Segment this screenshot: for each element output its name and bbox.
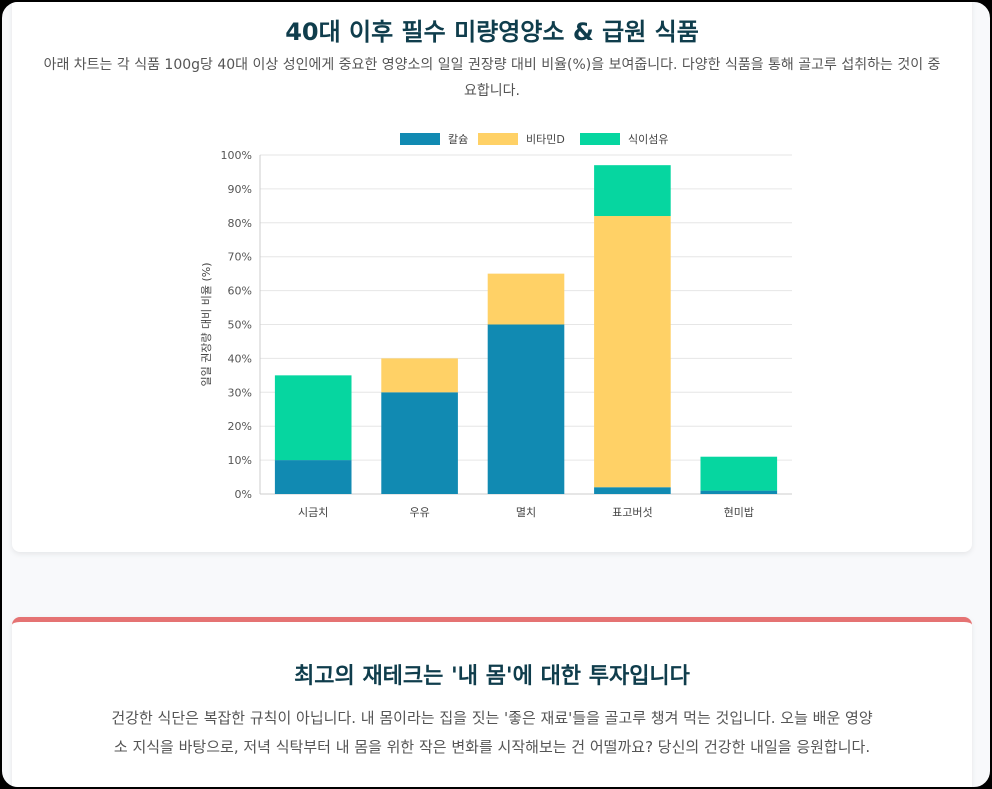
- y-tick-label: 50%: [228, 319, 252, 332]
- bar-비타민D: [487, 273, 565, 325]
- y-tick-label: 0%: [235, 488, 252, 501]
- section-description: 아래 차트는 각 식품 100g당 40대 이상 성인에게 중요한 영양소의 일…: [43, 57, 941, 99]
- bar-비타민D: [381, 358, 458, 393]
- bar-칼슘: [700, 490, 778, 494]
- legend-swatch: [580, 133, 620, 145]
- closing-card: 최고의 재테크는 '내 몸'에 대한 투자입니다 건강한 식단은 복잡한 규칙이…: [12, 617, 972, 787]
- y-tick-label: 70%: [228, 251, 252, 264]
- legend-swatch: [400, 133, 440, 145]
- y-tick-label: 80%: [228, 217, 252, 230]
- bar-식이섬유: [700, 456, 778, 491]
- stacked-bar-chart: 0% 10% 20% 30% 40% 50% 60% 70% 80% 90% 100% 일일 권장량 …: [199, 133, 792, 519]
- closing-description: 건강한 식단은 복잡한 규칙이 아닙니다. 내 몸이라는 집을 짓는 '좋은 재…: [111, 709, 873, 756]
- x-tick-label: 멸치: [516, 506, 536, 519]
- y-axis-label: 일일 권장량 대비 비율 (%): [199, 262, 213, 386]
- y-tick-label: 90%: [228, 183, 252, 196]
- y-tick-label: 20%: [228, 420, 252, 433]
- y-tick-label: 40%: [228, 352, 252, 365]
- x-tick-label: 시금치: [298, 506, 328, 519]
- bar-식이섬유: [274, 375, 352, 461]
- bar-칼슘: [274, 460, 352, 494]
- y-tick-label: 100%: [221, 149, 252, 162]
- bar-칼슘: [487, 324, 565, 494]
- legend-label: 식이섬유: [628, 133, 668, 146]
- bar-식이섬유: [594, 165, 671, 217]
- bar-비타민D: [594, 216, 671, 488]
- y-tick-label: 60%: [228, 285, 252, 298]
- x-tick-label: 현미밥: [724, 506, 754, 519]
- y-tick-label: 30%: [228, 386, 252, 399]
- section-title: 40대 이후 필수 미량영양소 & 급원 식품: [285, 18, 699, 46]
- closing-title: 최고의 재테크는 '내 몸'에 대한 투자입니다: [294, 664, 690, 689]
- bar-칼슘: [381, 392, 458, 494]
- x-tick-label: 표고버섯: [612, 506, 652, 519]
- legend-label: 칼슘: [448, 133, 468, 146]
- legend-label: 비타민D: [526, 133, 565, 146]
- x-tick-label: 우유: [409, 506, 429, 519]
- bar-칼슘: [594, 487, 671, 494]
- legend-swatch: [478, 133, 518, 145]
- y-tick-label: 10%: [228, 454, 252, 467]
